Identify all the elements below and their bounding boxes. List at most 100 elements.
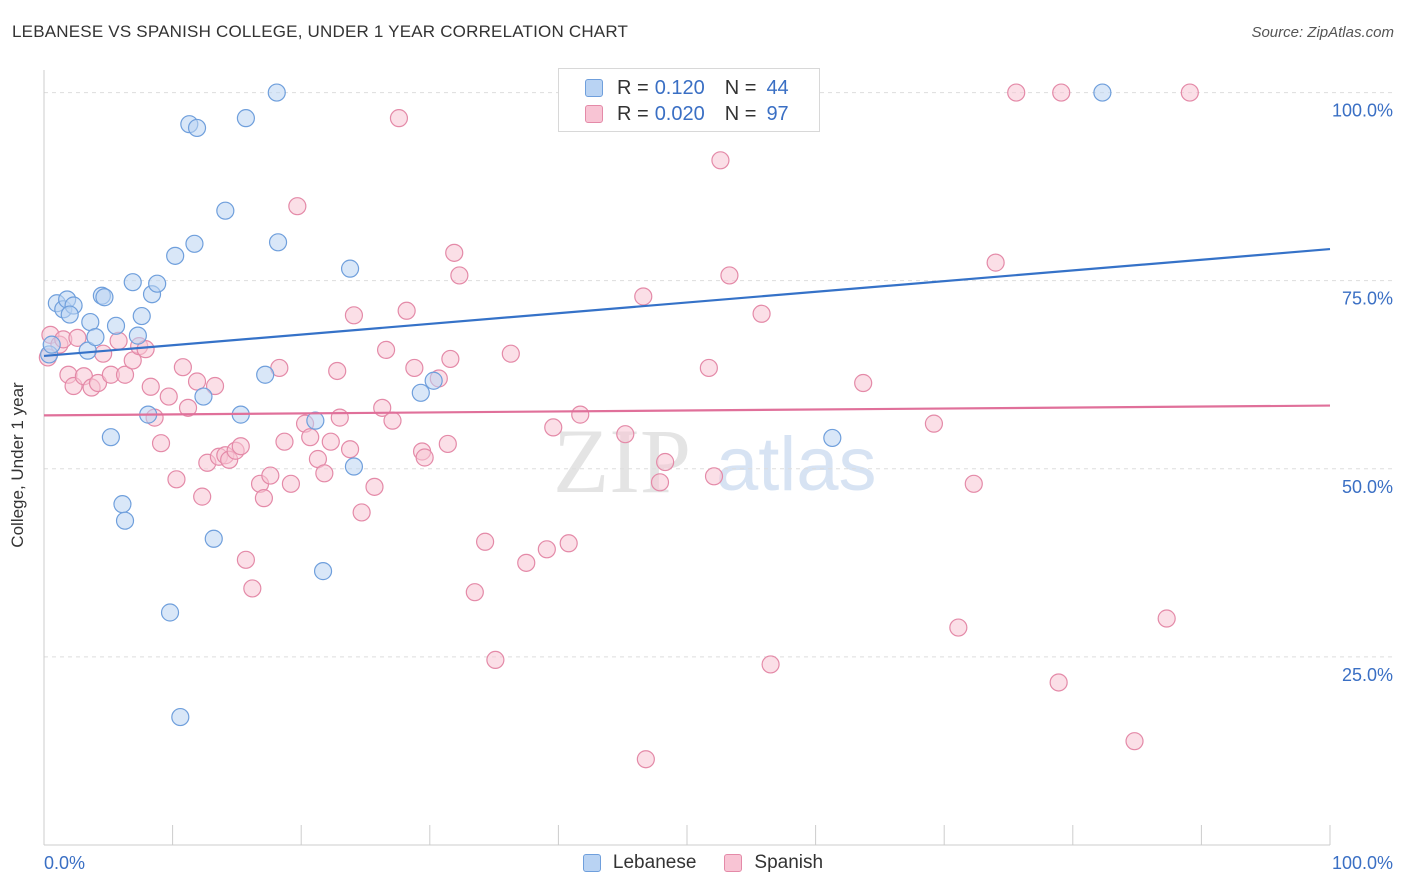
legend-swatch-lebanese (582, 854, 601, 872)
lebanese-point (424, 371, 443, 390)
spanish-point (450, 266, 469, 285)
spanish-point (151, 434, 171, 453)
lebanese-point (160, 603, 180, 622)
spanish-point (634, 287, 653, 306)
lebanese-point (340, 259, 360, 278)
spanish-point (704, 467, 724, 486)
spanish-point (243, 579, 262, 598)
spanish-point (537, 540, 556, 559)
spanish-point (173, 358, 192, 377)
legend-item-spanish[interactable]: Spanish (724, 852, 823, 874)
legend-label-spanish: Spanish (754, 852, 824, 873)
chart-title: LEBANESE VS SPANISH COLLEGE, UNDER 1 YEA… (12, 22, 629, 41)
spanish-point (501, 344, 520, 363)
spanish-point (115, 365, 135, 384)
legend-n-value-lebanese: 44 (766, 76, 789, 99)
spanish-point (281, 474, 301, 493)
spanish-point (397, 301, 416, 320)
spanish-point (159, 387, 178, 406)
spanish-point (1052, 83, 1071, 102)
lebanese-point (42, 335, 61, 354)
spanish-point (699, 358, 718, 378)
spanish-point (636, 750, 655, 769)
spanish-point (275, 432, 294, 451)
spanish-point (288, 197, 307, 216)
y-tick-label: 75.0% (1342, 289, 1393, 309)
spanish-point (1180, 83, 1199, 102)
legend-n-label: N = (724, 76, 757, 99)
spanish-point (544, 418, 563, 437)
lebanese-point (1093, 83, 1112, 102)
legend-r-value-spanish: 0.020 (654, 102, 705, 125)
lebanese-point (148, 274, 167, 293)
spanish-point (187, 372, 207, 391)
lebanese-point (194, 387, 213, 406)
spanish-point (1049, 673, 1068, 692)
spanish-point (1125, 732, 1144, 751)
legend-item-lebanese[interactable]: Lebanese (582, 852, 696, 874)
legend-row-lebanese: R = 0.120 N = 44 (585, 77, 789, 99)
spanish-point (254, 489, 274, 508)
spanish-point (650, 473, 670, 492)
spanish-point (465, 583, 484, 602)
lebanese-point (171, 707, 190, 727)
y-tick-labels: 25.0% 50.0% 75.0% 100.0% (1332, 101, 1393, 685)
lebanese-point (95, 288, 114, 307)
spanish-point (178, 398, 198, 417)
spanish-trend-line (43, 404, 1331, 417)
spanish-point (415, 448, 434, 467)
lebanese-point (60, 305, 79, 324)
y-tick-label: 25.0% (1342, 665, 1393, 685)
spanish-point (616, 425, 635, 444)
lebanese-point (101, 428, 120, 447)
spanish-point (559, 534, 578, 553)
spanish-point (141, 377, 160, 396)
lebanese-point (81, 312, 100, 332)
spanish-point (352, 503, 371, 522)
x-tick-label: 0.0% (44, 853, 85, 873)
spanish-point (486, 650, 505, 670)
spanish-point (924, 414, 944, 433)
chart-source: Source: ZipAtlas.com (1251, 24, 1394, 41)
spanish-point (301, 428, 320, 447)
spanish-point (340, 440, 360, 459)
lebanese-point (123, 273, 142, 292)
spanish-point (854, 373, 873, 393)
gridlines (44, 92, 1395, 658)
y-tick-label: 100.0% (1332, 101, 1393, 121)
x-tick-label: 100.0% (1332, 853, 1393, 873)
lebanese-point (344, 457, 364, 476)
spanish-point (986, 253, 1005, 272)
lebanese-point (185, 234, 204, 253)
trend-lines (43, 247, 1331, 417)
legend-row-spanish: R = 0.020 N = 97 (585, 103, 789, 125)
spanish-point (752, 304, 771, 323)
watermark-atlas: atlas (716, 422, 877, 507)
y-tick-label: 50.0% (1342, 477, 1393, 497)
spanish-point (344, 306, 364, 325)
spanish-point (964, 474, 983, 493)
spanish-point (720, 266, 739, 285)
spanish-point (405, 358, 424, 378)
legend-swatch-lebanese (585, 79, 603, 97)
spanish-point (236, 550, 256, 569)
spanish-point (315, 464, 334, 483)
spanish-point (441, 349, 460, 369)
spanish-point (656, 452, 675, 472)
legend-r-value-lebanese: 0.120 (654, 76, 705, 99)
lebanese-point (106, 316, 126, 335)
lebanese-point (113, 495, 132, 514)
series-lebanese-points (40, 83, 1112, 727)
axes (43, 70, 1331, 846)
lebanese-point (236, 109, 256, 128)
spanish-point (205, 376, 225, 396)
lebanese-point (306, 411, 325, 430)
lebanese-point (411, 383, 430, 402)
spanish-point (383, 411, 402, 430)
spanish-point (376, 340, 396, 360)
spanish-point (321, 432, 340, 451)
lebanese-point (128, 326, 147, 345)
legend-swatch-spanish (724, 854, 743, 872)
lebanese-point (187, 118, 207, 138)
